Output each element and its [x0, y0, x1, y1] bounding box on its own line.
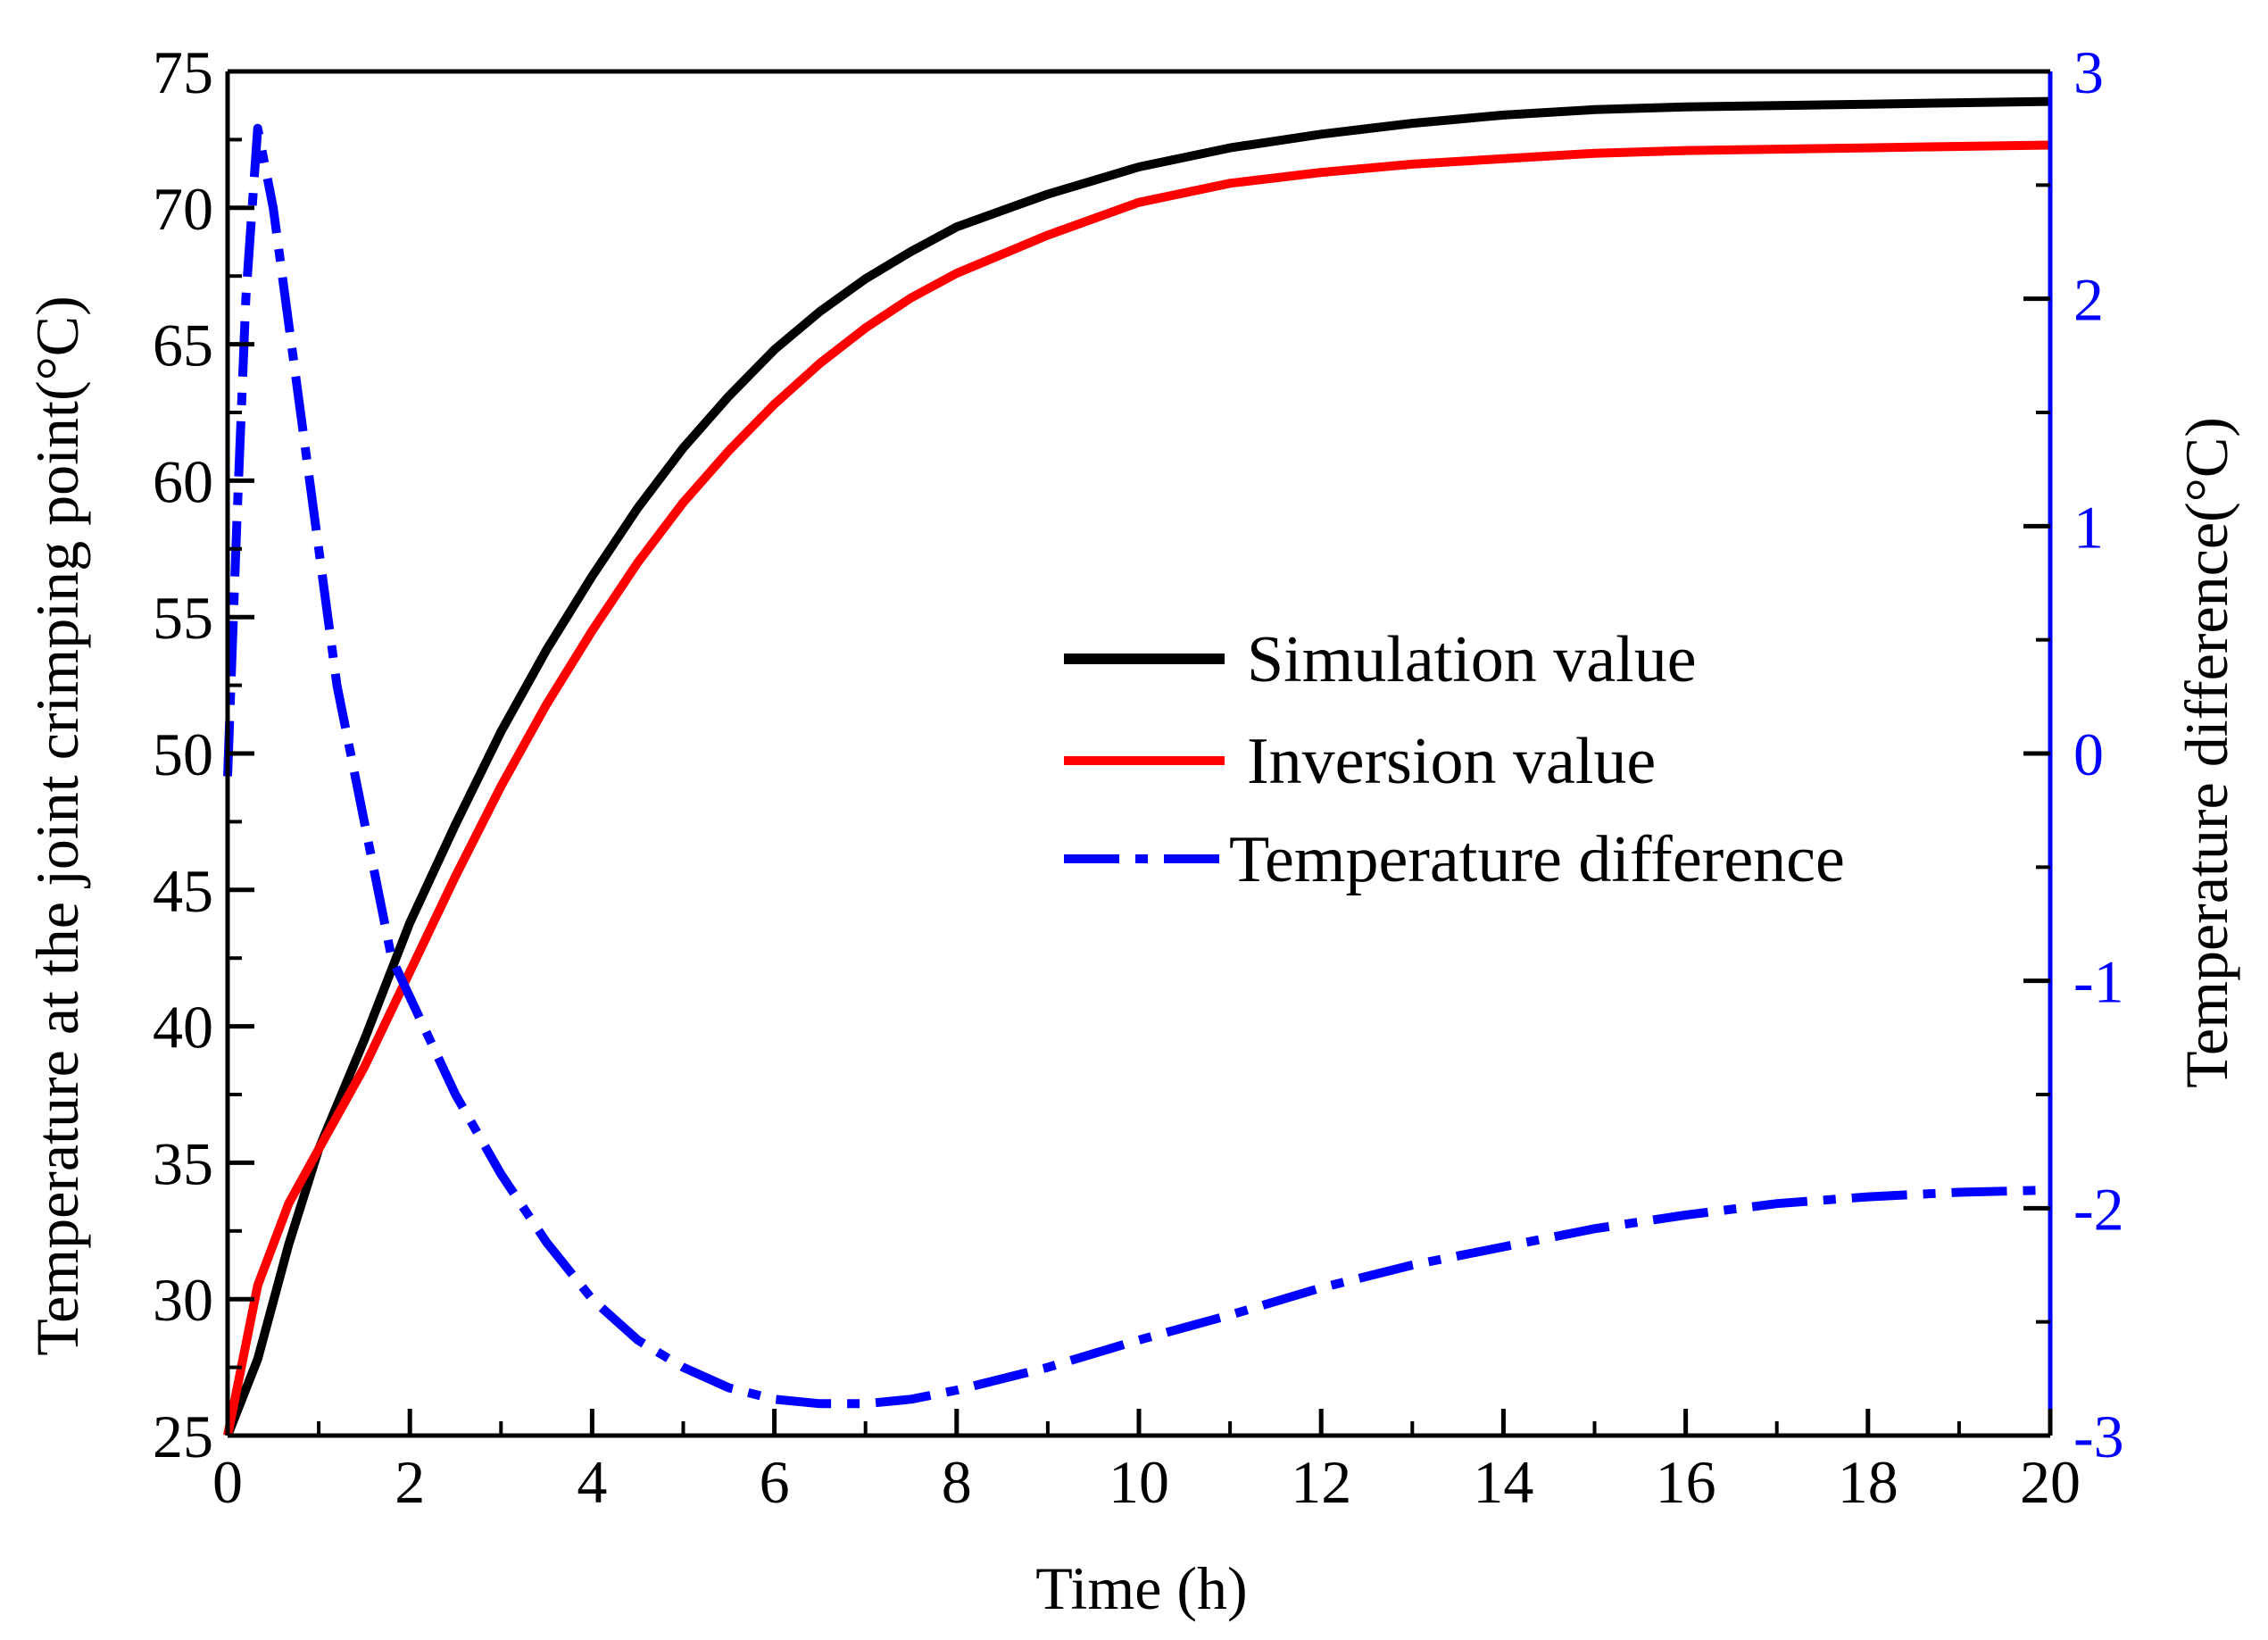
x-tick-label: 0: [212, 1448, 243, 1516]
x-tick-label: 14: [1473, 1448, 1533, 1516]
y2-tick-label: 0: [2073, 720, 2104, 788]
plot-series-layer: [223, 96, 2051, 1437]
x-tick-label: 4: [577, 1448, 607, 1516]
y-tick-label: 70: [153, 175, 213, 243]
x-tick-label: 18: [1838, 1448, 1898, 1516]
y-tick-label: 45: [153, 857, 213, 925]
y-tick-label: 65: [153, 312, 213, 379]
series-line-inversion: [223, 140, 2051, 1436]
y-axis-title: Temperature at the joint crimping point(…: [23, 296, 91, 1356]
x-tick-label: 6: [760, 1448, 790, 1516]
y2-tick-label: -1: [2073, 948, 2124, 1016]
y2-tick-label: 3: [2073, 38, 2104, 106]
x-tick-label: 12: [1291, 1448, 1351, 1516]
y-tick-label: 35: [153, 1129, 213, 1197]
x-tick-label: 8: [942, 1448, 972, 1516]
x-tick-label: 10: [1109, 1448, 1169, 1516]
series-line-simulation: [223, 96, 2051, 1437]
y2-tick-label: 1: [2073, 493, 2104, 561]
legend-label-inversion: Inversion value: [1247, 725, 1656, 798]
y-tick-label: 60: [153, 447, 213, 515]
axes-layer: 0 2 4 6 8 10 12 14 16 18 202530354045505560657075-…: [153, 38, 2124, 1516]
series-line-difference: [223, 123, 2051, 1409]
y-tick-label: 40: [153, 994, 213, 1061]
y-tick-label: 25: [153, 1403, 213, 1470]
legend: Simulation value Inversion value Tempera…: [1064, 623, 1845, 896]
x-axis-title: Time (h): [1035, 1554, 1247, 1622]
y-tick-label: 75: [153, 38, 213, 106]
legend-label-simulation: Simulation value: [1247, 623, 1697, 696]
x-tick-label: 16: [1656, 1448, 1716, 1516]
y2-axis-title: Temperature difference(°C): [2172, 417, 2240, 1088]
y2-tick-label: -3: [2073, 1403, 2124, 1470]
y2-tick-label: -2: [2073, 1175, 2124, 1243]
y2-tick-label: 2: [2073, 266, 2104, 334]
y-tick-label: 50: [153, 720, 213, 788]
x-tick-label: 2: [395, 1448, 425, 1516]
legend-label-difference: Temperature difference: [1229, 823, 1845, 896]
y-tick-label: 55: [153, 584, 213, 652]
x-tick-label: 20: [2020, 1448, 2081, 1516]
y-tick-label: 30: [153, 1266, 213, 1334]
